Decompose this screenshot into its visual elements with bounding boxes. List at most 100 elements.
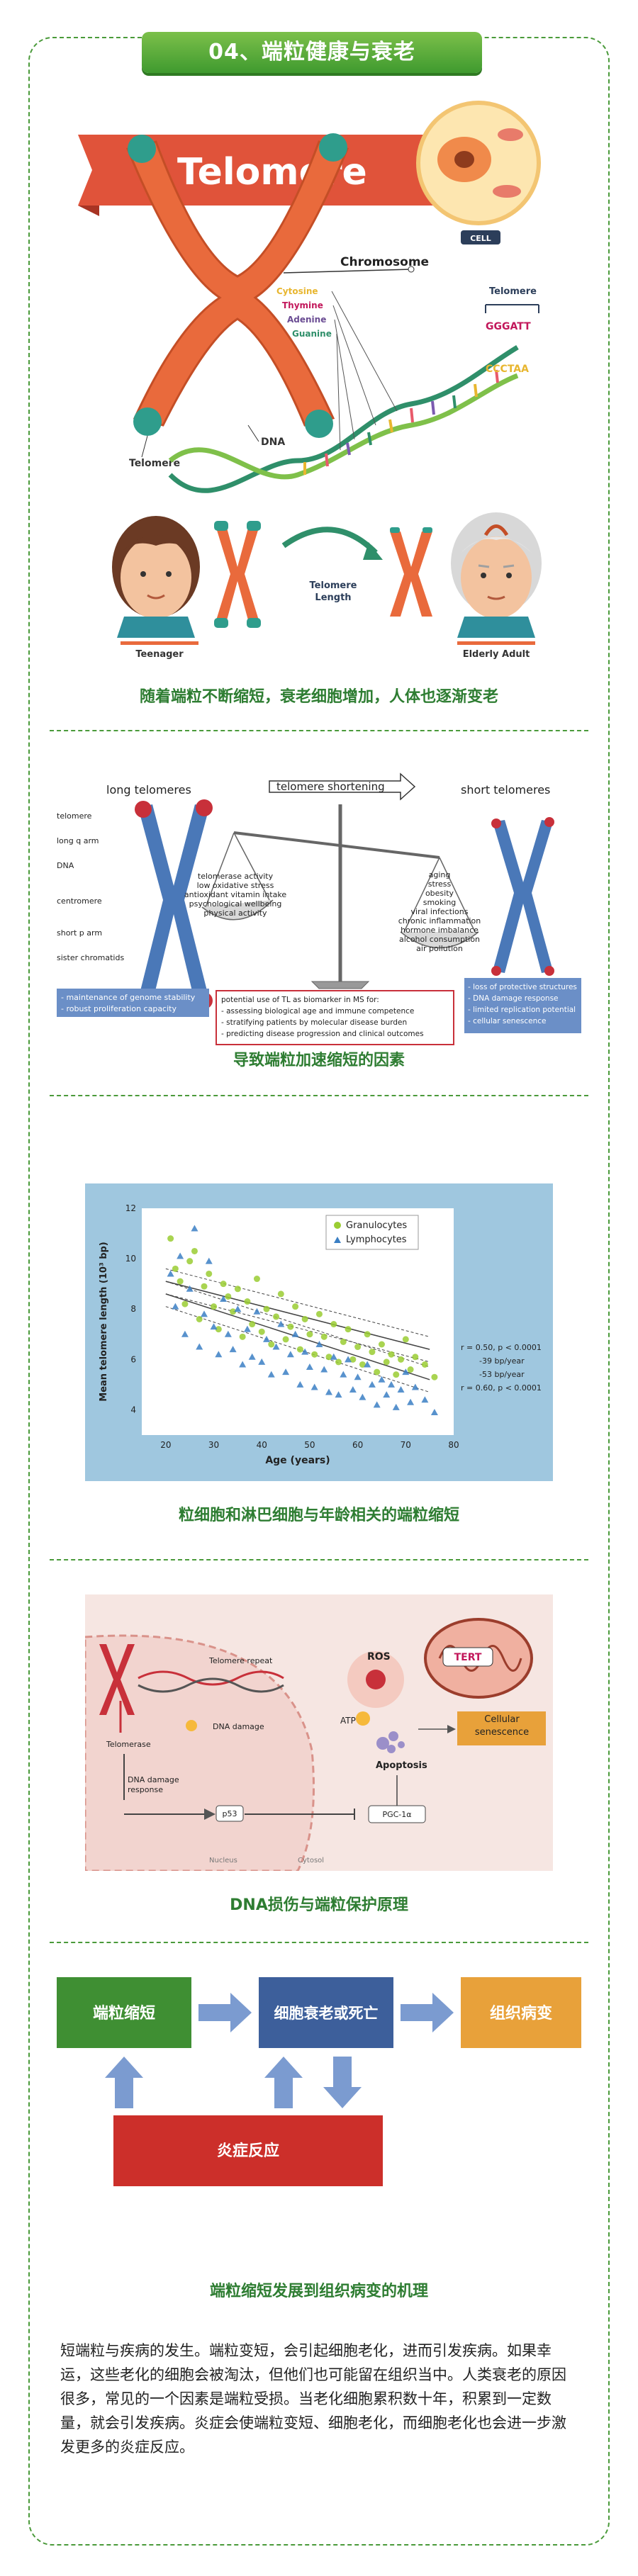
short-telomeres-label: short telomeres (461, 783, 550, 797)
data-point-granulocytes (388, 1351, 395, 1358)
data-point-lymphocytes (263, 1335, 270, 1342)
data-point-granulocytes (220, 1281, 227, 1288)
stat-line-3: -53 bp/year (479, 1370, 525, 1379)
data-point-granulocytes (393, 1371, 400, 1378)
shortening-label: telomere shortening (276, 780, 385, 793)
right-factor-6: chronic inflammation (398, 916, 481, 926)
data-point-lymphocytes (210, 1323, 218, 1330)
flow-box3-label: 组织病变 (490, 2004, 552, 2023)
telomere-length-label-1: Telomere (310, 580, 357, 591)
data-point-lymphocytes (310, 1383, 318, 1390)
data-point-lymphocytes (368, 1380, 376, 1388)
flow-box2-label: 细胞衰老或死亡 (274, 2005, 379, 2022)
figure3-caption: 粒细胞和淋巴细胞与年龄相关的端粒缩短 (178, 1507, 459, 1524)
biomarker-box (216, 990, 454, 1045)
trend-line (165, 1293, 430, 1363)
left-factor-2: low oxidative stress (197, 881, 274, 890)
x-tick-label: 20 (160, 1440, 171, 1450)
long-telomeres-label: long telomeres (106, 783, 191, 797)
nucleus-label: Nucleus (209, 1857, 237, 1864)
trend-line (165, 1306, 430, 1393)
data-point-granulocytes (335, 1359, 342, 1366)
data-point-granulocytes (206, 1270, 213, 1277)
data-point-lymphocytes (258, 1358, 266, 1365)
data-point-granulocytes (311, 1351, 318, 1358)
x-tick-label: 30 (208, 1440, 219, 1450)
data-point-lymphocytes (196, 1343, 203, 1350)
biomarker-line-4: - predicting disease progression and cli… (221, 1030, 424, 1038)
apoptosis-label: Apoptosis (376, 1760, 427, 1771)
telomere-repeat-label: Telomere repeat (208, 1656, 273, 1665)
data-point-lymphocytes (167, 1270, 174, 1277)
data-point-granulocytes (225, 1293, 232, 1300)
sequence-title: Telomere (489, 286, 537, 297)
data-point-granulocytes (177, 1278, 184, 1285)
right-factor-5: viral infections (411, 907, 469, 916)
data-point-granulocytes (369, 1349, 376, 1356)
flow-box-cell-aging (259, 1977, 393, 2048)
long-benefits-box (57, 989, 209, 1017)
data-point-lymphocytes (325, 1388, 332, 1395)
data-point-lymphocytes (335, 1391, 342, 1398)
data-point-lymphocytes (340, 1371, 347, 1378)
atp-label: ATP (340, 1716, 356, 1726)
x-tick-label: 70 (401, 1440, 411, 1450)
data-point-lymphocytes (248, 1353, 256, 1360)
divider (50, 730, 588, 731)
cytosol-label: Cytosol (298, 1857, 324, 1864)
flow-box-inflammation (113, 2115, 383, 2186)
base-label-guanine: Guanine (292, 329, 332, 339)
data-point-granulocytes (374, 1368, 381, 1376)
data-point-granulocytes (340, 1338, 347, 1345)
data-point-granulocytes (292, 1303, 299, 1310)
data-point-lymphocytes (388, 1380, 395, 1388)
short-consequence-4: - cellular senescence (468, 1017, 547, 1025)
data-point-lymphocytes (282, 1368, 290, 1376)
data-point-granulocytes (431, 1373, 438, 1380)
trend-line (165, 1268, 430, 1337)
data-point-lymphocytes (359, 1393, 366, 1400)
data-point-lymphocytes (301, 1348, 309, 1355)
x-tick-label: 40 (257, 1440, 267, 1450)
arrow-right-icon (401, 1993, 454, 2032)
flow-caption: 端粒缩短发展到组织病变的机理 (209, 2283, 428, 2300)
dna-damage-label: DNA damage (213, 1722, 264, 1731)
data-point-granulocytes (296, 1346, 303, 1353)
data-point-granulocytes (349, 1356, 357, 1363)
data-point-granulocytes (412, 1354, 419, 1361)
data-point-granulocytes (253, 1276, 260, 1283)
arrow-up-icon (105, 2057, 143, 2108)
flow-box4-label: 炎症反应 (217, 2142, 279, 2160)
data-point-granulocytes (421, 1361, 428, 1368)
data-point-granulocytes (402, 1336, 409, 1343)
pgc1a-label: PGC-1α (382, 1810, 411, 1819)
data-point-granulocytes (196, 1315, 203, 1322)
teenager-label: Teenager (135, 649, 184, 659)
figure1-caption: 随着端粒不断缩短，衰老细胞增加，人体也逐渐变老 (139, 688, 498, 706)
label-dna: DNA (57, 861, 74, 870)
telomere-illustration: Telomere CELL Chromosome Telomere DNA (71, 92, 567, 660)
data-point-granulocytes (201, 1283, 208, 1290)
data-point-lymphocytes (239, 1361, 247, 1368)
short-chromosome-icon (491, 817, 554, 976)
long-benefit-2: - robust proliferation capacity (61, 1004, 177, 1013)
telomere-length-label-2: Length (315, 592, 351, 603)
senescence-label: Cellular senescence (474, 1714, 530, 1738)
flow-box-tissue-lesion (461, 1977, 581, 2048)
data-point-granulocytes (230, 1308, 237, 1315)
data-point-granulocytes (359, 1361, 366, 1368)
dna-label: DNA (261, 437, 285, 448)
shortening-arrow-icon (269, 772, 416, 801)
data-point-lymphocytes (291, 1330, 299, 1337)
data-point-lymphocytes (306, 1363, 313, 1370)
data-point-lymphocytes (201, 1310, 208, 1317)
data-point-lymphocytes (397, 1386, 405, 1393)
scatter-chart: 20 30 40 50 60 70 80 4 6 8 10 12 Granulocytes Lymph… (85, 1183, 553, 1481)
data-point-granulocytes (354, 1344, 362, 1351)
p53-label: p53 (223, 1809, 237, 1818)
data-point-lymphocytes (430, 1409, 438, 1415)
dna-damage-figure: TERT ROS ATP Apoptosis Cellular senescen… (84, 1594, 553, 1872)
telomerase-label: Telomerase (106, 1740, 151, 1749)
arrow-up-icon (264, 2057, 303, 2108)
stat-line-1: r = 0.50, p < 0.0001 (461, 1343, 542, 1352)
